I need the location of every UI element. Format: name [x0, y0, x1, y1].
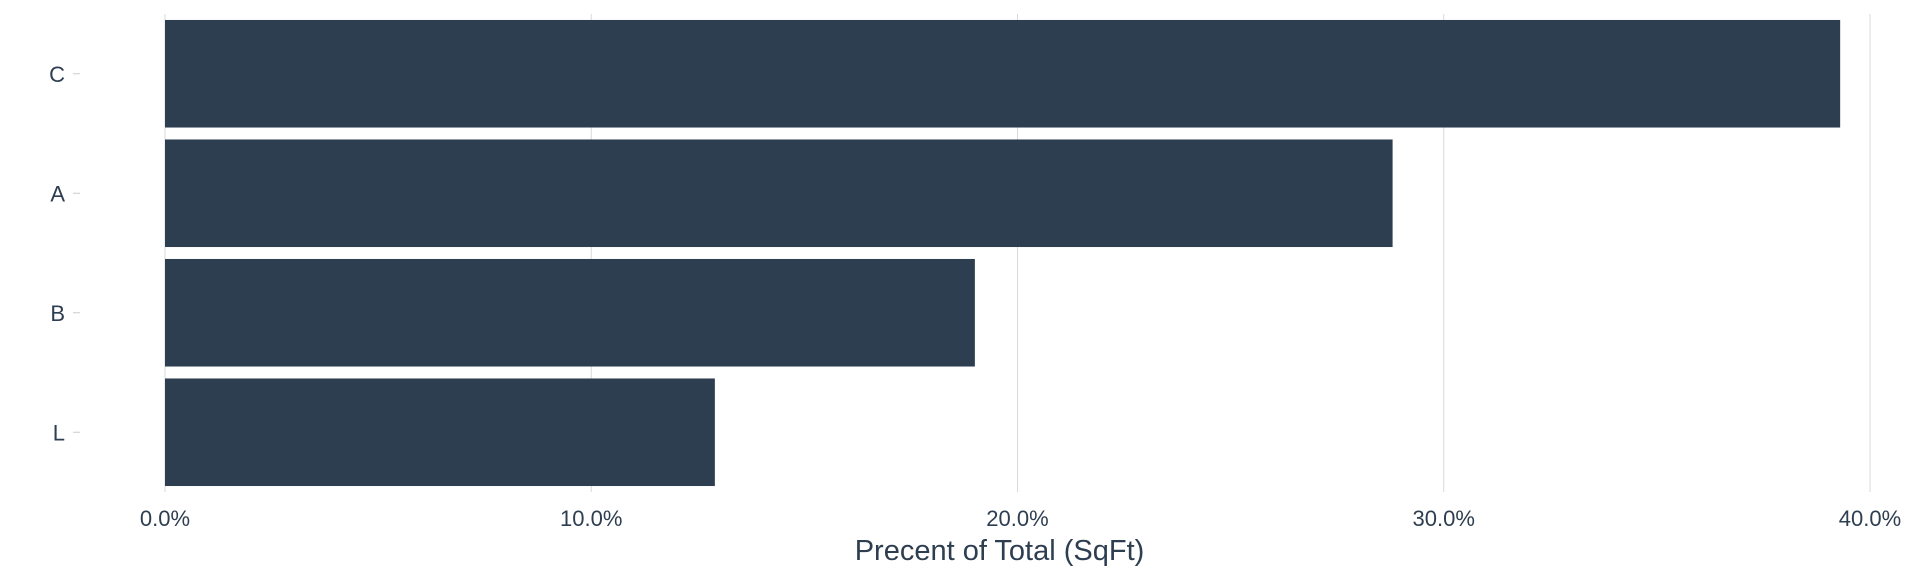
x-tick-label: 0.0% — [140, 506, 190, 531]
x-axis-title: Precent of Total (SqFt) — [855, 535, 1145, 567]
bar-a — [165, 139, 1393, 248]
x-tick-label: 10.0% — [560, 506, 622, 531]
x-tick-label: 30.0% — [1413, 506, 1475, 531]
y-tick-label: A — [50, 181, 65, 206]
x-axis-ticks: 0.0% 10.0% 20.0% 30.0% 40.0% — [140, 506, 1901, 531]
x-tick-label: 20.0% — [986, 506, 1048, 531]
bar-l — [165, 378, 715, 487]
y-axis-ticks: C A B L — [49, 62, 80, 445]
bar-c — [165, 19, 1841, 128]
bars — [165, 19, 1841, 487]
y-tick-label: C — [49, 62, 65, 87]
y-tick-label: L — [53, 420, 65, 445]
bar-b — [165, 258, 975, 367]
y-tick-label: B — [50, 301, 65, 326]
x-tick-label: 40.0% — [1839, 506, 1901, 531]
